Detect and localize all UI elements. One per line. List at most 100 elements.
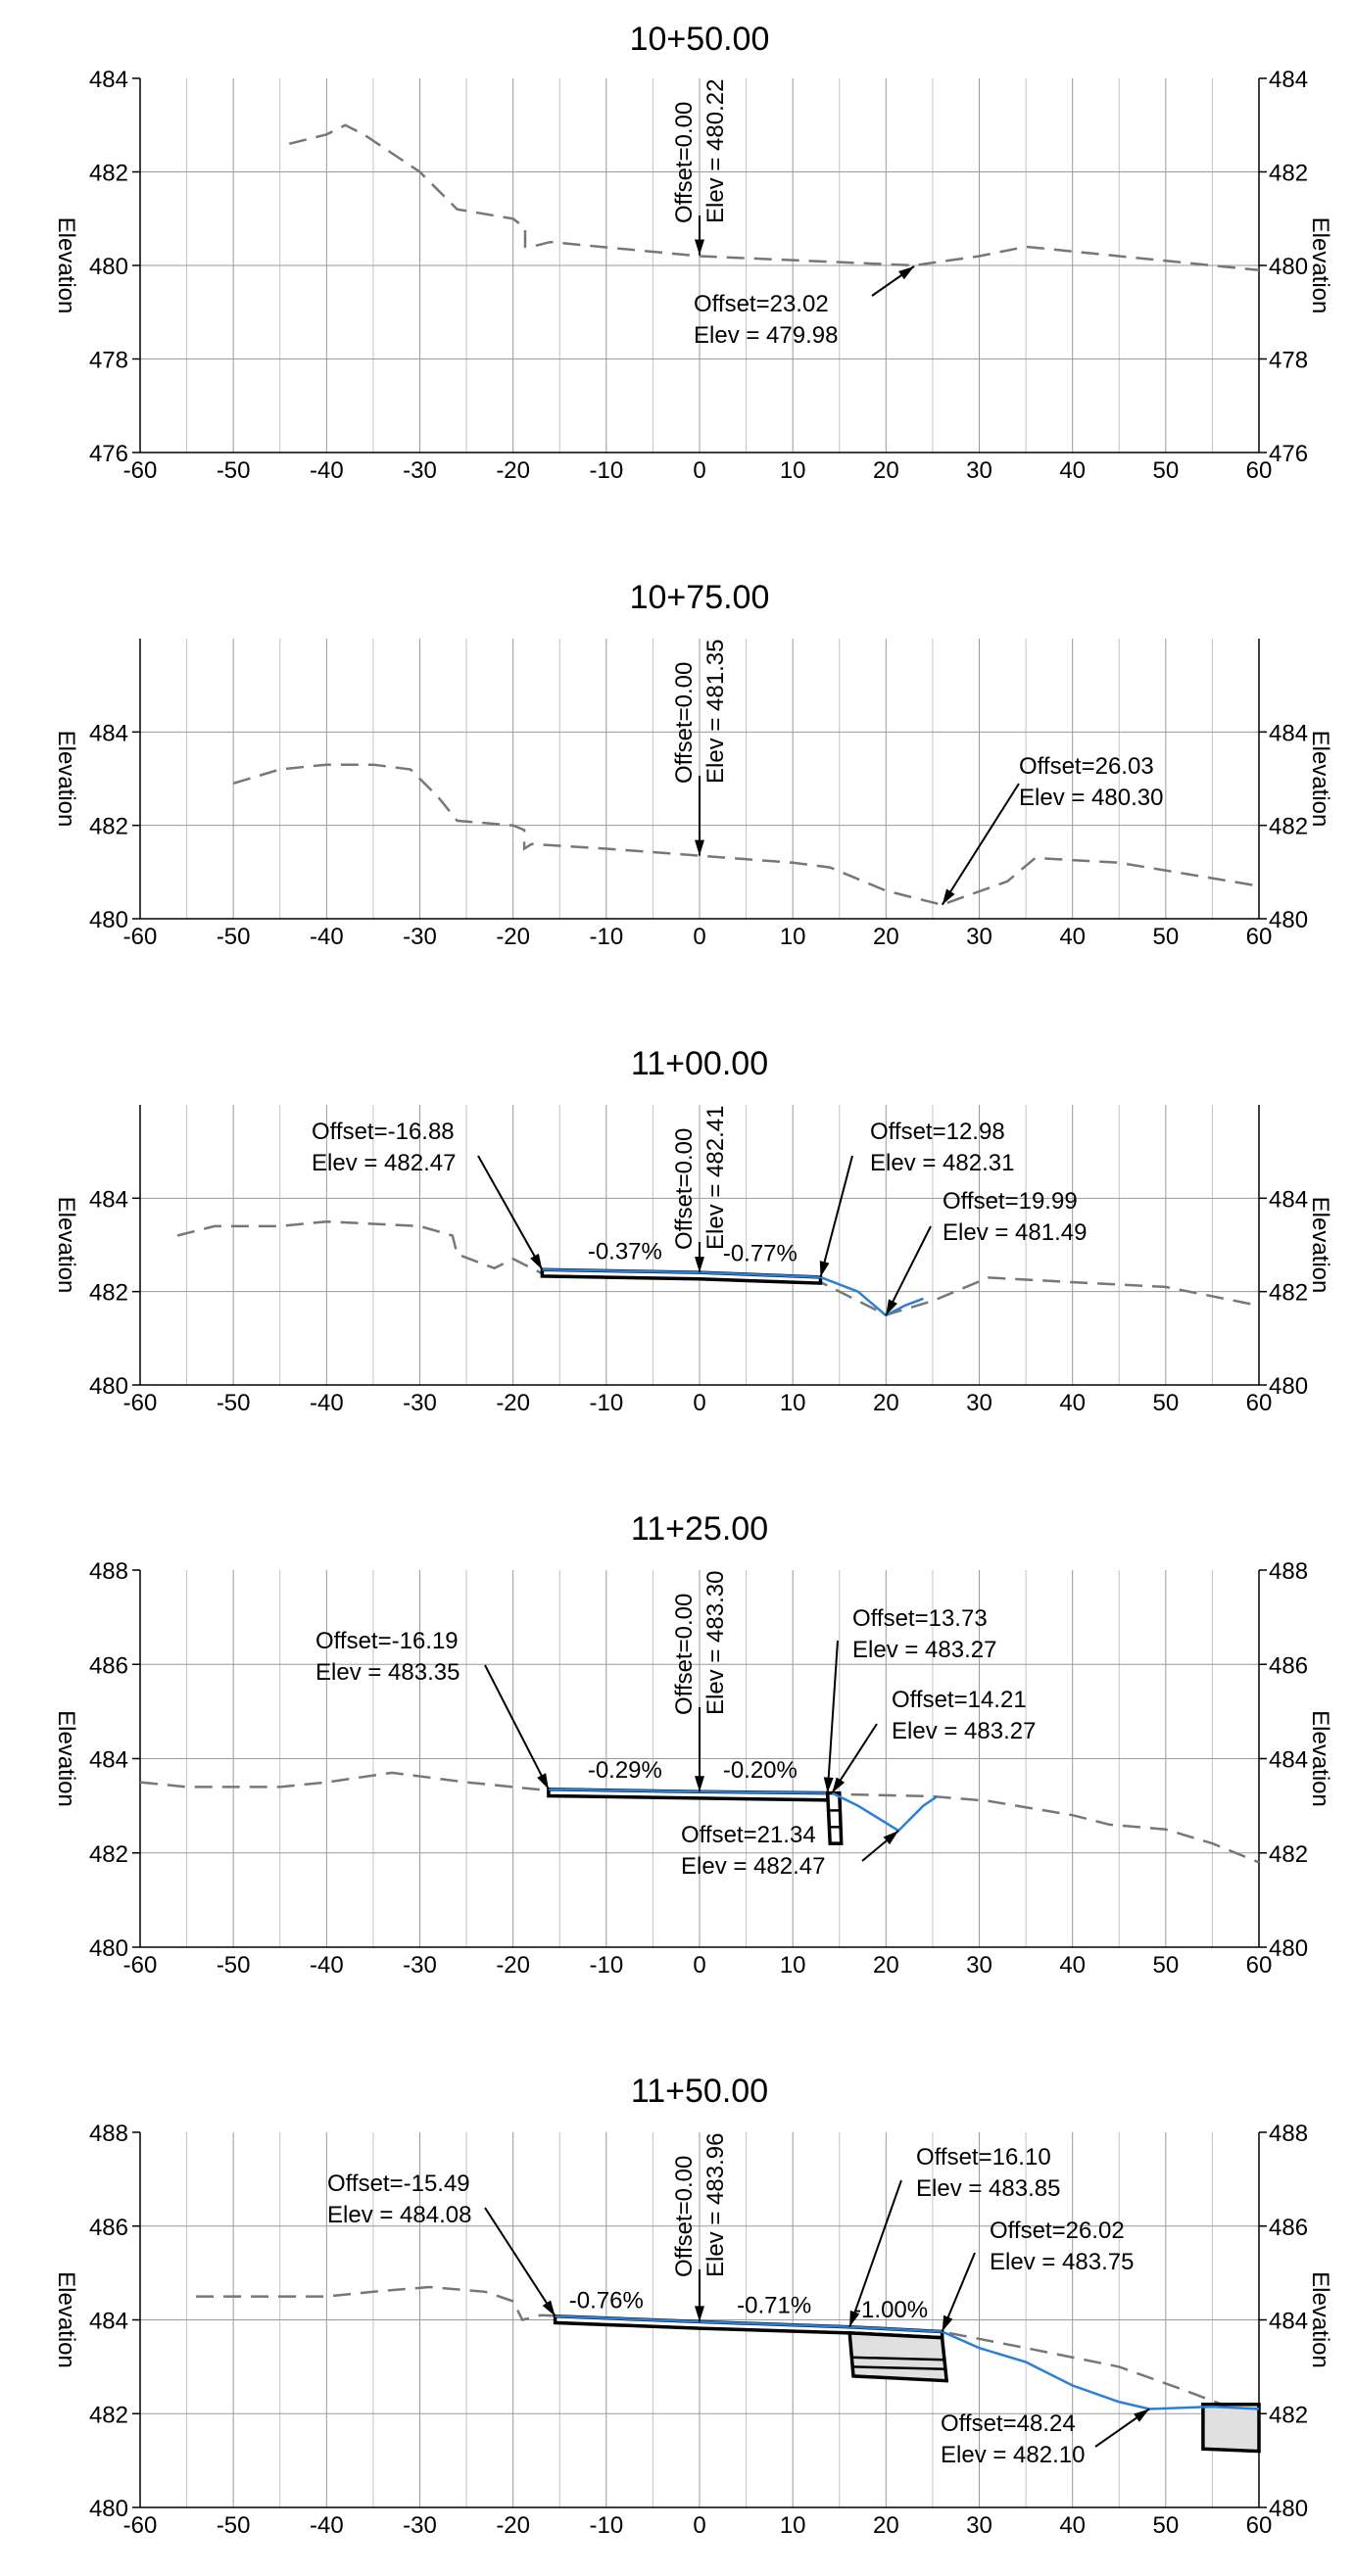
y-tick-label-right: 486 (1269, 1652, 1308, 1679)
x-tick-label: -50 (217, 2512, 251, 2539)
x-tick-label: -10 (589, 1952, 623, 1979)
callout-offset-text: Offset=23.02 (694, 291, 829, 317)
callout-arrow (849, 2310, 860, 2327)
callout-elev-text: Elev = 479.98 (694, 322, 838, 349)
y-tick-label-right: 482 (1269, 1280, 1308, 1307)
callout-offset-text: Offset=-15.49 (327, 2171, 470, 2197)
x-tick-label: 0 (693, 924, 705, 950)
x-tick-label: -40 (310, 457, 344, 484)
x-tick-label: 20 (873, 2512, 899, 2539)
x-tick-label: -10 (589, 924, 623, 950)
x-tick-label: 60 (1246, 457, 1273, 484)
x-tick-label: 20 (873, 1390, 899, 1416)
callout-offset-text: Offset=26.03 (1019, 753, 1154, 780)
callout-elev-text: Elev = 483.85 (916, 2175, 1060, 2202)
x-tick-label: 10 (780, 924, 806, 950)
callout: Offset=19.99 Elev = 481.49 (885, 1188, 1087, 1316)
x-tick-label: 40 (1059, 1390, 1086, 1416)
x-tick-label: 0 (693, 1390, 705, 1416)
grade-label: -0.77% (723, 1241, 798, 1267)
callout-arrow (942, 888, 955, 905)
x-tick-label: -30 (403, 924, 437, 950)
y-tick-label-left: 480 (89, 2496, 128, 2522)
y-tick-label-right: 484 (1269, 1186, 1308, 1213)
x-tick-label: -60 (123, 1952, 158, 1979)
callout-offset-text: Offset=21.34 (681, 1822, 816, 1848)
x-tick-label: -40 (310, 924, 344, 950)
y-tick-label-right: 480 (1269, 254, 1308, 280)
x-tick-label: -50 (217, 1952, 251, 1979)
callout-leader (477, 1155, 544, 1270)
x-tick-label: -40 (310, 1390, 344, 1416)
x-tick-label: 0 (693, 2512, 705, 2539)
y-tick-label-left: 484 (89, 1747, 128, 1774)
centerline-offset-label: Offset=0.00 (671, 662, 698, 784)
y-tick-label-left: 482 (89, 2402, 128, 2428)
callout: Offset=16.10 Elev = 483.85 (848, 2144, 1060, 2328)
structure-layer-line (852, 2365, 946, 2371)
callout: Offset=-16.19 Elev = 483.35 (315, 1628, 550, 1790)
callout: Offset=21.34 Elev = 482.47 (681, 1822, 899, 1880)
callout-offset-text: Offset=48.24 (941, 2410, 1076, 2437)
x-tick-label: 40 (1059, 924, 1086, 950)
y-tick-label-right: 484 (1269, 2309, 1308, 2335)
centerline-arrow (695, 239, 704, 256)
x-tick-label: 50 (1152, 2512, 1179, 2539)
callout-leader (484, 2207, 556, 2317)
callout-offset-text: Offset=-16.19 (315, 1628, 459, 1654)
callout-leader (826, 1640, 839, 1793)
callout-arrow (883, 1831, 899, 1845)
y-tick-label-left: 484 (89, 720, 128, 746)
existing-ground-line (176, 1219, 1260, 1316)
y-tick-label-left: 482 (89, 1841, 128, 1868)
y-tick-label-left: 476 (89, 441, 128, 467)
centerline-elev-label: Elev = 480.22 (702, 79, 729, 223)
x-tick-label: 50 (1152, 1952, 1179, 1979)
x-tick-label: 30 (966, 1390, 992, 1416)
callout: Offset=48.24 Elev = 482.10 (941, 2408, 1150, 2468)
x-tick-label: 0 (693, 1952, 705, 1979)
x-tick-label: -50 (217, 1390, 251, 1416)
x-tick-label: 50 (1152, 1390, 1179, 1416)
centerline-arrow (695, 1257, 704, 1273)
y-tick-label-left: 480 (89, 254, 128, 280)
callout-leader (819, 1155, 853, 1278)
y-tick-label-right: 484 (1269, 720, 1308, 746)
centerline-arrow (695, 839, 704, 856)
existing-ground-line (232, 763, 1260, 907)
x-tick-label: 40 (1059, 1952, 1086, 1979)
y-tick-label-right: 484 (1269, 1747, 1308, 1774)
callout-leader (848, 2179, 902, 2328)
centerline-offset-label: Offset=0.00 (671, 1594, 698, 1715)
callout-arrow (942, 2314, 953, 2332)
ditch-line (820, 1275, 924, 1317)
design-surface-line (555, 2314, 943, 2333)
axis-title-left: Elevation (53, 1197, 79, 1294)
centerline-label: Offset=0.00 Elev = 483.30 (671, 1571, 729, 1715)
x-tick-label: 60 (1246, 2512, 1273, 2539)
centerline-elev-label: Elev = 481.35 (702, 640, 729, 784)
grade-label: -0.37% (588, 1238, 662, 1264)
x-tick-label: 50 (1152, 924, 1179, 950)
callout: Offset=-15.49 Elev = 484.08 (327, 2171, 556, 2317)
x-tick-label: -30 (403, 2512, 437, 2539)
callout: Offset=12.98 Elev = 482.31 (819, 1119, 1014, 1278)
x-tick-label: -10 (589, 1390, 623, 1416)
x-tick-label: 50 (1152, 457, 1179, 484)
x-tick-label: -20 (496, 457, 530, 484)
axis-title-left: Elevation (53, 217, 79, 314)
axis-title-right: Elevation (1307, 1710, 1333, 1807)
design-surface-line (548, 1788, 828, 1794)
callout-arrow (542, 2300, 556, 2316)
callout-elev-text: Elev = 482.31 (870, 1150, 1014, 1176)
centerline-arrow (695, 2306, 704, 2322)
existing-ground-line (196, 2285, 1260, 2410)
y-tick-label-left: 482 (89, 161, 128, 187)
y-tick-label-right: 484 (1269, 67, 1308, 93)
section-title: 10+75.00 (630, 579, 770, 616)
grade-label: -0.29% (588, 1757, 662, 1784)
callout-elev-text: Elev = 482.47 (681, 1853, 825, 1880)
x-tick-label: -30 (403, 1952, 437, 1979)
